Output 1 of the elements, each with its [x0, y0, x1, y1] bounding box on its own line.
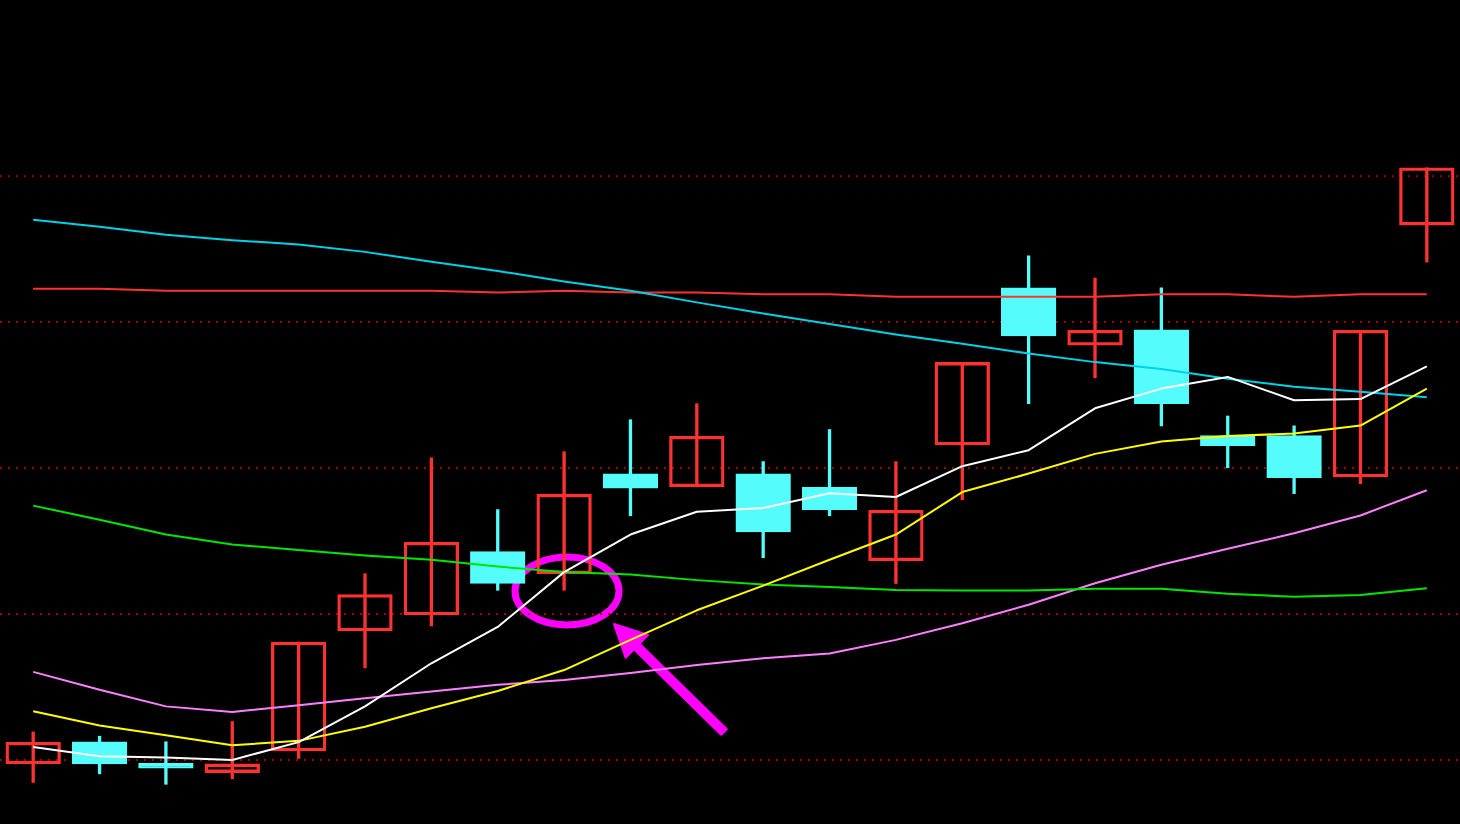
candlestick — [138, 741, 194, 785]
